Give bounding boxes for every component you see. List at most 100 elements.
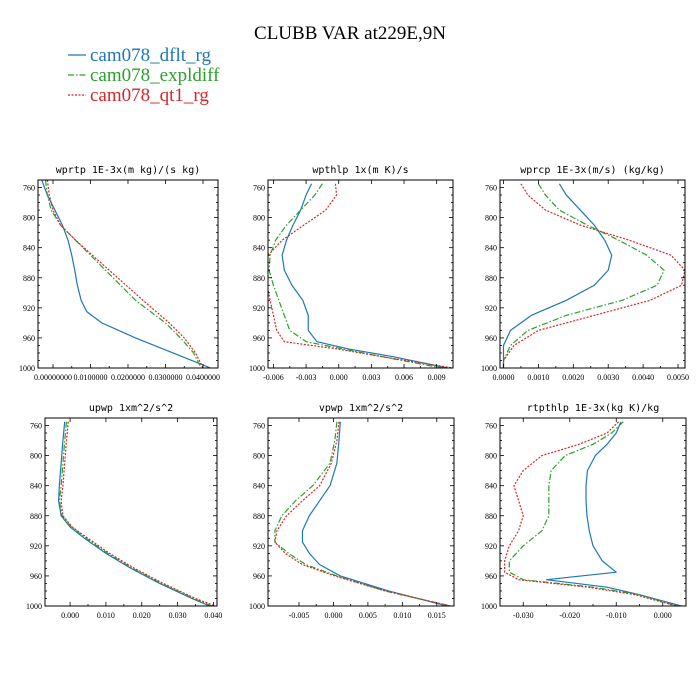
series-line-cam078_dflt_rg (58, 421, 211, 606)
series-line-cam078_qt1_rg (502, 183, 685, 368)
y-tick-label: 1000 (19, 364, 35, 373)
y-tick-label: 1000 (249, 364, 265, 373)
series-line-cam078_expldiff (58, 421, 212, 606)
y-tick-label: 960 (30, 572, 42, 581)
y-tick-label: 960 (485, 572, 497, 581)
series-line-cam078_expldiff (502, 183, 665, 368)
x-tick-label: -0.020 (559, 611, 580, 620)
y-tick-label: 880 (485, 512, 497, 521)
y-tick-label: 1000 (481, 602, 497, 611)
y-tick-label: 800 (253, 214, 265, 223)
series-line-cam078_dflt_rg (545, 421, 682, 606)
y-tick-label: 800 (30, 452, 42, 461)
y-tick-label: 760 (30, 422, 42, 431)
x-tick-label: 0.000 (654, 611, 672, 620)
x-tick-label: 0.0400000 (186, 373, 220, 382)
x-tick-label: 0.030 (169, 611, 187, 620)
x-tick-label: 0.0040 (632, 373, 654, 382)
x-tick-label: 0.0000 (492, 373, 514, 382)
y-tick-label: 960 (485, 334, 497, 343)
legend: cam078_dflt_rgcam078_expldiffcam078_qt1_… (68, 45, 220, 106)
x-tick-label: 0.0010 (527, 373, 549, 382)
y-tick-label: 1000 (481, 364, 497, 373)
x-tick-label: 0.0200000 (111, 373, 145, 382)
y-tick-label: 840 (30, 482, 42, 491)
y-tick-label: 960 (253, 334, 265, 343)
panel-title: vpwp 1xm^2/s^2 (319, 403, 403, 414)
plot-frame (499, 417, 687, 607)
y-tick-label: 880 (253, 512, 265, 521)
x-tick-label: 0.015 (428, 611, 446, 620)
y-tick-label: 960 (253, 572, 265, 581)
plot-frame (499, 179, 686, 369)
panel-1: wprtp 1E-3x(m kg)/(s kg) 760 800 840 880 920 9… (19, 165, 220, 382)
y-tick-label: 800 (485, 214, 497, 223)
plot-frame (44, 417, 218, 607)
series-line-cam078_qt1_rg (60, 421, 216, 606)
y-tick-label: 920 (253, 542, 265, 551)
panel-6: rtpthlp 1E-3x(kg K)/kg 760 800 840 880 920 960… (481, 403, 687, 620)
x-tick-label: 0.009 (428, 373, 446, 382)
x-tick-label: 0.0050 (667, 373, 689, 382)
y-tick-label: 840 (23, 244, 35, 253)
panels: wprtp 1E-3x(m kg)/(s kg) 760 800 840 880 920 9… (19, 165, 689, 620)
y-tick-label: 760 (485, 422, 497, 431)
figure-title: CLUBB VAR at229E,9N (254, 23, 446, 44)
y-tick-label: 920 (253, 304, 265, 313)
plot-frame (267, 417, 455, 607)
series-line-cam078_qt1_rg (268, 183, 453, 368)
y-tick-label: 800 (23, 214, 35, 223)
x-tick-label: 0.010 (97, 611, 115, 620)
y-tick-label: 880 (23, 274, 35, 283)
legend-label-cam078_expldiff: cam078_expldiff (90, 65, 220, 86)
y-tick-label: 880 (30, 512, 42, 521)
y-tick-label: 920 (23, 304, 35, 313)
series-line-cam078_expldiff (274, 421, 451, 606)
x-tick-label: -0.005 (289, 611, 310, 620)
panel-title: rtpthlp 1E-3x(kg K)/kg (527, 403, 659, 414)
series-line-cam078_qt1_rg (504, 421, 677, 606)
series-line-cam078_expldiff (508, 421, 677, 606)
x-tick-label: 0.006 (395, 373, 413, 382)
x-tick-label: 0.00000000 (34, 373, 72, 382)
series-line-cam078_dflt_rg (281, 183, 448, 368)
panel-4: upwp 1xm^2/s^2 760 800 840 880 920 960 1000 0.00… (26, 403, 222, 620)
panel-title: upwp 1xm^2/s^2 (89, 403, 173, 414)
y-tick-label: 920 (30, 542, 42, 551)
x-tick-label: 0.0100000 (74, 373, 108, 382)
plot-frame (37, 179, 219, 369)
x-tick-label: 0.0020 (562, 373, 584, 382)
x-tick-label: -0.030 (513, 611, 534, 620)
panel-title: wprcp 1E-3x(m/s) (kg/kg) (520, 165, 665, 176)
legend-label-cam078_dflt_rg: cam078_dflt_rg (90, 45, 212, 66)
y-tick-label: 840 (485, 482, 497, 491)
legend-label-cam078_qt1_rg: cam078_qt1_rg (90, 85, 209, 106)
y-tick-label: 760 (485, 184, 497, 193)
y-tick-label: 840 (253, 244, 265, 253)
y-tick-label: 920 (485, 304, 497, 313)
x-tick-label: 0.000 (330, 373, 348, 382)
y-tick-label: 840 (485, 244, 497, 253)
y-tick-label: 960 (23, 334, 35, 343)
x-tick-label: 0.000 (61, 611, 79, 620)
y-tick-label: 760 (23, 184, 35, 193)
series-line-cam078_qt1_rg (274, 421, 451, 606)
plot-frame (267, 179, 454, 369)
y-tick-label: 840 (253, 482, 265, 491)
y-tick-label: 880 (485, 274, 497, 283)
y-tick-label: 760 (253, 422, 265, 431)
panel-title: wpthlp 1x(m K)/s (312, 165, 408, 176)
x-tick-label: -0.003 (296, 373, 317, 382)
series-line-cam078_qt1_rg (46, 180, 204, 368)
y-tick-label: 1000 (26, 602, 42, 611)
series-line-cam078_dflt_rg (502, 183, 613, 368)
panel-2: wpthlp 1x(m K)/s7608008408809209601000-0… (249, 165, 454, 382)
x-tick-label: 0.000 (324, 611, 342, 620)
x-tick-label: -0.010 (606, 611, 627, 620)
panel-5: vpwp 1xm^2/s^2 760 800 840 880 920 960 1000 -0.0… (249, 403, 455, 620)
panel-3: wprcp 1E-3x(m/s) (kg/kg) 760 800 840 880 920 9… (481, 165, 689, 382)
panel-title: wprtp 1E-3x(m kg)/(s kg) (56, 165, 201, 176)
series-line-cam078_expldiff (268, 183, 443, 368)
series-line-cam078_expldiff (44, 180, 202, 368)
